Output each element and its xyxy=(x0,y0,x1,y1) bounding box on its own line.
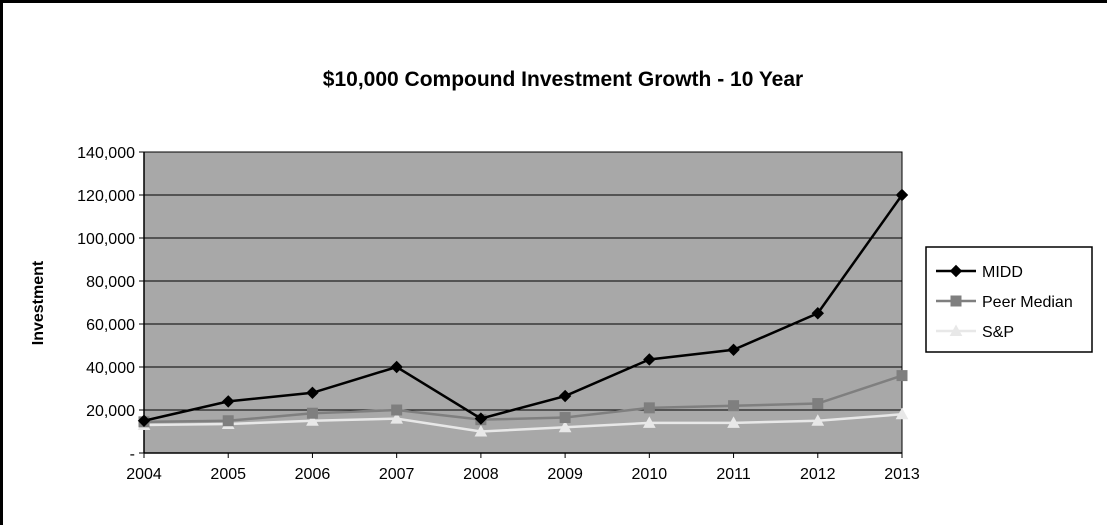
series-line-s-p xyxy=(143,413,903,433)
y-tick-label: 100,000 xyxy=(77,231,135,248)
y-tick-label: 120,000 xyxy=(77,188,135,205)
data-point-peer-median xyxy=(222,415,234,427)
data-point-midd xyxy=(643,353,656,366)
data-point-peer-median xyxy=(812,398,824,410)
legend-marker-midd xyxy=(949,264,963,278)
data-point-midd xyxy=(390,360,403,374)
legend-label-s-p: S&P xyxy=(982,324,1014,341)
x-tick-label: 2010 xyxy=(632,466,668,483)
series-line-midd xyxy=(143,194,904,422)
x-tick-label: 2007 xyxy=(379,466,415,483)
legend-label-midd: MIDD xyxy=(982,264,1023,281)
y-tick-label: - xyxy=(130,446,135,463)
data-point-s-p xyxy=(558,420,572,433)
data-point-peer-median xyxy=(728,400,740,412)
y-tick-label: 40,000 xyxy=(86,360,135,377)
data-point-midd xyxy=(474,412,488,425)
data-point-midd xyxy=(222,395,235,408)
data-point-peer-median xyxy=(896,370,908,382)
x-tick-label: 2009 xyxy=(547,466,583,483)
data-point-s-p xyxy=(390,412,404,424)
x-tick-label: 2006 xyxy=(295,466,331,483)
legend-label-peer-median: Peer Median xyxy=(982,294,1073,311)
data-point-midd xyxy=(558,389,572,403)
data-point-peer-median xyxy=(559,412,571,424)
data-point-midd xyxy=(811,307,824,320)
y-tick-label: 140,000 xyxy=(77,145,135,162)
legend-marker-peer-median xyxy=(950,295,962,307)
plot-area: - 20,000 40,000 60,000 80,000 100,000 120,000 1… xyxy=(77,145,920,483)
legend: MIDD Peer Median S&P xyxy=(925,246,1093,353)
data-point-s-p xyxy=(642,416,656,428)
data-point-midd xyxy=(895,188,909,202)
chart: $10,000 Compound Investment Growth - 10 … xyxy=(30,68,1093,483)
data-point-midd xyxy=(727,343,740,357)
data-point-s-p xyxy=(811,414,825,426)
x-tick-label: 2013 xyxy=(884,466,920,483)
series-line-peer-median xyxy=(143,374,903,424)
data-point-s-p xyxy=(474,424,488,437)
x-tick-label: 2012 xyxy=(800,466,836,483)
data-point-s-p xyxy=(895,407,909,420)
y-axis-title: Investment xyxy=(30,260,47,345)
y-tick-label: 80,000 xyxy=(86,274,135,291)
y-tick-label: 60,000 xyxy=(86,317,135,334)
legend-marker-s-p xyxy=(949,324,963,336)
data-point-midd xyxy=(137,414,151,427)
x-tick-label: 2005 xyxy=(210,466,246,483)
y-tick-label: 20,000 xyxy=(86,403,135,420)
data-point-s-p xyxy=(306,414,319,426)
data-point-peer-median xyxy=(306,407,318,419)
chart-title: $10,000 Compound Investment Growth - 10 … xyxy=(323,68,803,91)
x-tick-label: 2008 xyxy=(463,466,499,483)
data-point-peer-median xyxy=(643,402,655,414)
x-tick-label: 2004 xyxy=(126,466,162,483)
data-point-midd xyxy=(306,386,319,400)
x-tick-label: 2011 xyxy=(716,466,751,483)
plot-background xyxy=(143,151,903,454)
data-point-peer-median xyxy=(391,404,403,416)
data-point-s-p xyxy=(727,416,740,428)
